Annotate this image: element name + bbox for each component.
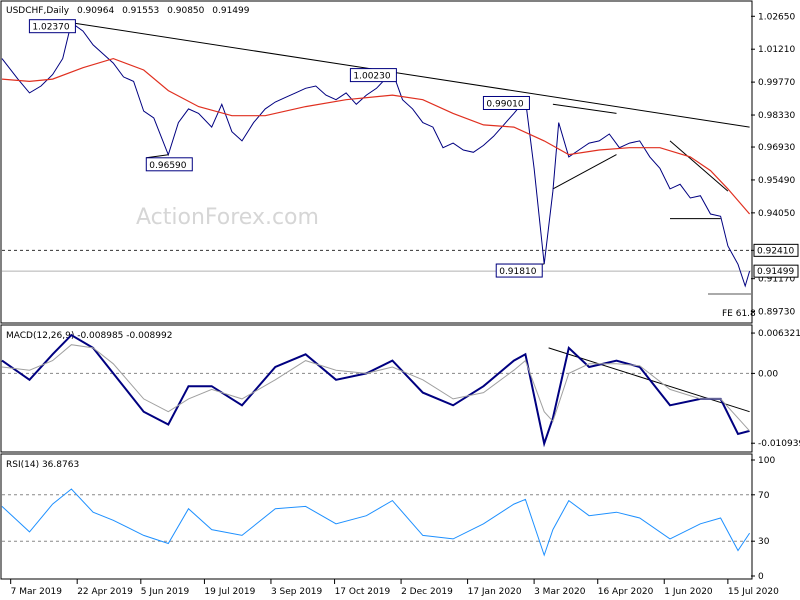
price-y-tick-label: 0.91170 [758, 275, 795, 285]
annotation-box [482, 95, 530, 110]
price-y-tick-label: 0.95490 [758, 176, 795, 186]
x-axis: 7 Mar 2019 22 Apr 2019 5 Jun 2019 19 Jul 20… [10, 579, 779, 597]
macd-y-tick-label: 0.006321 [758, 329, 800, 339]
rsi-panel-frame [0, 453, 753, 580]
price-series [1, 21, 751, 288]
macd-y-axis: 0.006321 0.00 -0.010939 [751, 329, 800, 449]
price-series-line [1, 57, 751, 215]
header-low: 0.90850 [167, 6, 204, 16]
price-y-tick-label: 0.96930 [758, 143, 795, 153]
rsi-y-tick-label: 100 [758, 456, 775, 466]
x-tick-label: 22 Apr 2019 [77, 587, 133, 597]
price-header: USDCHF,Daily 0.90964 0.91553 0.90850 0.9… [6, 6, 250, 16]
price-annotation: 0.99010 [482, 95, 530, 110]
price-y-axis: 1.02650 1.01210 0.99770 0.98330 0.96930 0.954… [751, 12, 799, 318]
header-open: 0.90964 [77, 6, 114, 16]
header-high: 0.91553 [122, 6, 159, 16]
fe-label: FE 61.8 [722, 309, 756, 319]
rsi-y-axis: 100 70 30 0 [751, 456, 775, 582]
rsi-series [1, 488, 751, 557]
price-annotation: 1.00230 [349, 68, 397, 83]
price-annotation: 1.02370 [28, 19, 76, 34]
annotation-text: 0.91810 [499, 267, 536, 277]
macd-series [1, 333, 750, 448]
x-tick-label: 5 Jun 2019 [141, 587, 190, 597]
annotation-text: 1.02370 [32, 23, 69, 33]
price-y-tick-label: 0.94050 [758, 209, 795, 219]
header-symbol: USDCHF,Daily [6, 6, 70, 16]
x-tick-label: 3 Mar 2020 [534, 587, 586, 597]
macd-series-line [1, 333, 750, 448]
price-y-tick-label: 1.02650 [758, 12, 795, 22]
x-tick-label: 1 Jun 2020 [664, 587, 713, 597]
price-y-tick-label: 0.89730 [758, 308, 795, 318]
rsi-label: RSI(14) 36.8763 [6, 460, 79, 470]
header-close: 0.91499 [212, 6, 249, 16]
annotation-box [28, 19, 76, 34]
annotation-box [145, 157, 193, 172]
macd-y-tick-label: 0.00 [758, 369, 778, 379]
annotation-box [495, 263, 543, 278]
price-reference-lines [2, 249, 751, 295]
x-tick-label: 17 Oct 2019 [335, 587, 391, 597]
price-level-label: 0.92410 [757, 246, 794, 256]
rsi-series-line [1, 488, 751, 557]
annotation-text: 0.96590 [149, 161, 186, 171]
watermark: ActionForex.com [136, 205, 319, 230]
x-tick-label: 16 Apr 2020 [598, 587, 654, 597]
x-tick-label: 2 Dec 2019 [401, 587, 453, 597]
price-series-line [1, 21, 751, 288]
rsi-y-tick-label: 0 [758, 572, 764, 582]
x-tick-label: 15 Jul 2020 [728, 587, 779, 597]
price-y-tick-label: 0.99770 [758, 78, 795, 88]
macd-panel-frame [0, 324, 753, 453]
rsi-levels [2, 494, 751, 542]
price-trendline [552, 154, 617, 190]
price-level-box [753, 243, 799, 257]
price-level-label: 0.91499 [757, 267, 794, 277]
price-trendline [71, 22, 750, 128]
price-level-box [753, 264, 799, 278]
annotation-text: 0.99010 [486, 99, 523, 109]
price-y-tick-label: 0.98330 [758, 111, 795, 121]
rsi-y-tick-label: 70 [758, 491, 770, 501]
price-y-tick-label: 1.01210 [758, 45, 795, 55]
price-annotation: 0.91810 [495, 263, 545, 278]
price-trendline [552, 103, 617, 114]
macd-series-line [1, 344, 750, 432]
x-tick-label: 17 Jan 2020 [468, 587, 522, 597]
annotation-text: 1.00230 [353, 72, 390, 82]
price-annotations: 1.02370 1.00230 0.99010 0.96590 0.91810 [28, 19, 545, 278]
price-trendline [669, 140, 729, 192]
x-tick-label: 3 Sep 2019 [271, 587, 323, 597]
annotation-box [349, 68, 397, 83]
price-annotation: 0.96590 [145, 154, 193, 172]
macd-label: MACD(12,26,9) -0.008985 -0.008992 [6, 331, 172, 341]
x-tick-label: 7 Mar 2019 [11, 587, 63, 597]
rsi-y-tick-label: 30 [758, 537, 770, 547]
price-panel-frame [0, 0, 753, 324]
price-trendlines [71, 22, 750, 220]
x-tick-label: 19 Jul 2019 [204, 587, 255, 597]
macd-y-tick-label: -0.010939 [758, 439, 800, 449]
